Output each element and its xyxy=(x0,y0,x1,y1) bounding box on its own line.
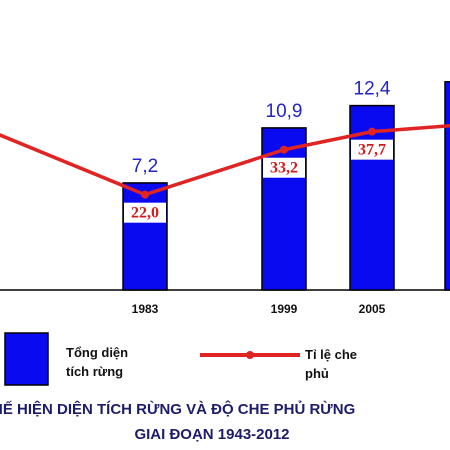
legend-label: Tổng diện tích rừng xyxy=(66,345,129,379)
bar xyxy=(122,182,168,291)
x-tick-label: 2005 xyxy=(359,302,386,316)
line-value-label: 37,7 xyxy=(358,141,386,158)
line-point xyxy=(368,127,376,136)
line-point xyxy=(141,190,149,199)
legend-label: Tỉ lệ che phủ xyxy=(305,347,358,381)
chart-subtitle: GIAI ĐOẠN 1943-2012 xyxy=(134,426,289,443)
bar-value-label: 10,9 xyxy=(266,101,303,122)
line-label-box xyxy=(124,202,166,223)
bar-value-label: 7,2 xyxy=(132,156,158,177)
line-label-box xyxy=(263,157,305,178)
line-value-label: 33,2 xyxy=(270,159,298,176)
bar-value-label: 12,4 xyxy=(354,79,391,100)
line-point xyxy=(280,145,288,154)
x-tick-label: 1999 xyxy=(271,302,298,316)
bar xyxy=(444,81,450,291)
line-label-box xyxy=(351,139,393,160)
legend-swatch-dot xyxy=(246,351,254,359)
x-tick-label: 1983 xyxy=(132,302,159,316)
legend-swatch-bar xyxy=(4,332,49,386)
chart-title: HẾ HIỆN DIỆN TÍCH RỪNG VÀ ĐỘ CHE PHỦ RỪN… xyxy=(0,400,355,418)
line-value-label: 22,0 xyxy=(131,204,159,221)
